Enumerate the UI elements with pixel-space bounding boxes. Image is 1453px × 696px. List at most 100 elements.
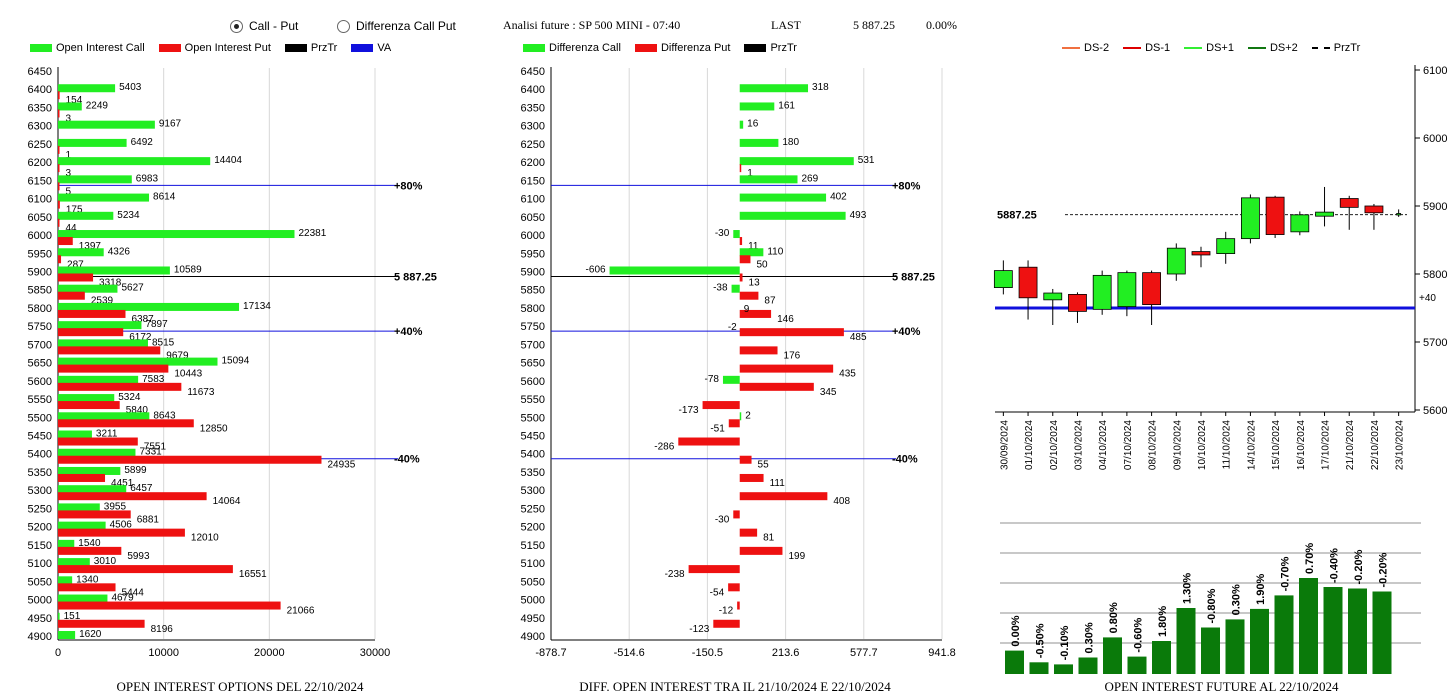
candle-body xyxy=(1142,272,1161,305)
put-value-label: 175 xyxy=(66,205,83,216)
last-change: 0.00% xyxy=(926,18,957,32)
call-value-label: 3211 xyxy=(96,429,118,440)
legend-label: DS+1 xyxy=(1206,42,1234,54)
strike-label: 5650 xyxy=(28,358,52,370)
future-bar-label: -0.20% xyxy=(1353,549,1365,584)
call-value-label: 4506 xyxy=(110,520,133,531)
radio-call-put-label: Call - Put xyxy=(249,19,299,33)
call-value-label: 493 xyxy=(850,210,867,221)
reference-label: -40% xyxy=(892,454,918,466)
call-bar xyxy=(58,175,132,184)
candle-body xyxy=(1290,214,1310,233)
future-bar xyxy=(1078,657,1098,674)
strike-label: 6450 xyxy=(28,66,52,78)
caption-left: OPEN INTEREST OPTIONS DEL 22/10/2024 xyxy=(116,679,364,694)
call-value-label: 17134 xyxy=(243,301,271,312)
call-bar xyxy=(739,175,798,184)
legend-item: PrzTr xyxy=(284,42,337,54)
legend-item: VA xyxy=(351,42,391,54)
call-value-label: 9167 xyxy=(159,119,182,130)
legend-item: PrzTr xyxy=(1311,42,1360,54)
strike-label: 5650 xyxy=(521,358,545,370)
future-bar xyxy=(1348,588,1367,674)
y-tick-label: 5700 xyxy=(1423,337,1447,349)
put-bar xyxy=(702,401,740,410)
put-value-label: 6387 xyxy=(131,314,154,325)
put-value-label: 199 xyxy=(788,551,805,562)
x-tick-label: 213.6 xyxy=(772,647,800,659)
legend-line xyxy=(1184,47,1203,49)
x-tick-label: 30000 xyxy=(360,647,391,659)
put-bar xyxy=(58,364,169,373)
call-bar xyxy=(58,612,60,621)
extra-value-label: 9 xyxy=(744,304,750,315)
call-bar xyxy=(58,193,150,202)
candle-body xyxy=(1241,197,1260,240)
legend-line xyxy=(1247,47,1266,49)
radio-call-put[interactable]: Call - Put xyxy=(230,19,298,33)
put-bar xyxy=(58,382,182,391)
strike-label: 5700 xyxy=(28,339,52,351)
put-value-label: 5993 xyxy=(127,551,150,562)
put-bar xyxy=(58,255,62,264)
date-label: 21/10/2024 xyxy=(1345,420,1356,470)
call-bar xyxy=(58,302,240,311)
last-label: LAST xyxy=(771,18,801,32)
reference-label: +80% xyxy=(394,180,423,192)
legend-item: Open Interest Call xyxy=(30,42,145,54)
legend-label: PrzTr xyxy=(770,42,797,54)
date-label: 17/10/2024 xyxy=(1321,420,1332,470)
open-interest-future-chart: 0.00% -0.50% -0.10% 0.30% 0.80% -0.60% 1.80% 1.… xyxy=(1000,522,1421,674)
legend-line xyxy=(1123,47,1142,49)
strike-label: 5300 xyxy=(521,485,545,497)
put-value-label: -51 xyxy=(710,423,725,434)
call-value-label: 402 xyxy=(830,192,847,203)
future-bar xyxy=(1176,608,1196,674)
call-value-label: 5324 xyxy=(118,392,141,403)
strike-label: 6100 xyxy=(521,194,545,206)
call-bar xyxy=(58,84,116,93)
call-bar xyxy=(58,576,73,585)
strike-label: 5400 xyxy=(28,449,52,461)
call-value-label: 6457 xyxy=(130,483,153,494)
strike-label: 6000 xyxy=(521,230,545,242)
call-bar xyxy=(58,594,108,603)
x-tick-label: 20000 xyxy=(254,647,285,659)
put-bar xyxy=(739,237,743,246)
call-value-label: 110 xyxy=(767,246,783,257)
date-label: 03/10/2024 xyxy=(1073,420,1084,470)
date-label: 15/10/2024 xyxy=(1271,420,1282,470)
call-value-label: 2 xyxy=(745,410,751,421)
strike-label: 6050 xyxy=(521,212,545,224)
call-value-label: 6983 xyxy=(136,173,159,184)
put-value-label: -54 xyxy=(710,587,725,598)
call-bar xyxy=(58,211,114,220)
reference-label: -40% xyxy=(394,454,420,466)
put-value-label: 11 xyxy=(748,241,759,252)
candle-body xyxy=(1117,272,1137,308)
legend-label: Open Interest Put xyxy=(184,42,271,54)
legend-item: DS-2 xyxy=(1062,42,1109,54)
date-label: 10/10/2024 xyxy=(1197,420,1208,470)
legend-left: Open Interest Call Open Interest Put Prz… xyxy=(30,42,405,54)
put-bar xyxy=(58,346,161,355)
candle-body xyxy=(1166,247,1186,275)
put-value-label: 13 xyxy=(749,277,761,288)
call-bar xyxy=(58,266,170,275)
put-bar xyxy=(688,565,740,574)
future-bar xyxy=(1274,595,1294,674)
strike-label: 5150 xyxy=(521,540,545,552)
future-bar-label: -0.70% xyxy=(1280,556,1292,591)
put-bar xyxy=(58,546,122,555)
put-bar xyxy=(58,601,281,610)
put-bar xyxy=(58,528,185,537)
strike-label: 4900 xyxy=(521,631,545,643)
radio-diff-label: Differenza Call Put xyxy=(356,19,456,33)
put-value-label: 10443 xyxy=(174,369,202,380)
future-bar xyxy=(1201,627,1220,674)
put-value-label: 87 xyxy=(764,296,776,307)
radio-differenza-call-put[interactable]: Differenza Call Put xyxy=(337,19,456,33)
put-value-label: 111 xyxy=(770,478,786,489)
reference-label: 5 887.25 xyxy=(892,271,935,283)
put-bar xyxy=(739,528,758,537)
